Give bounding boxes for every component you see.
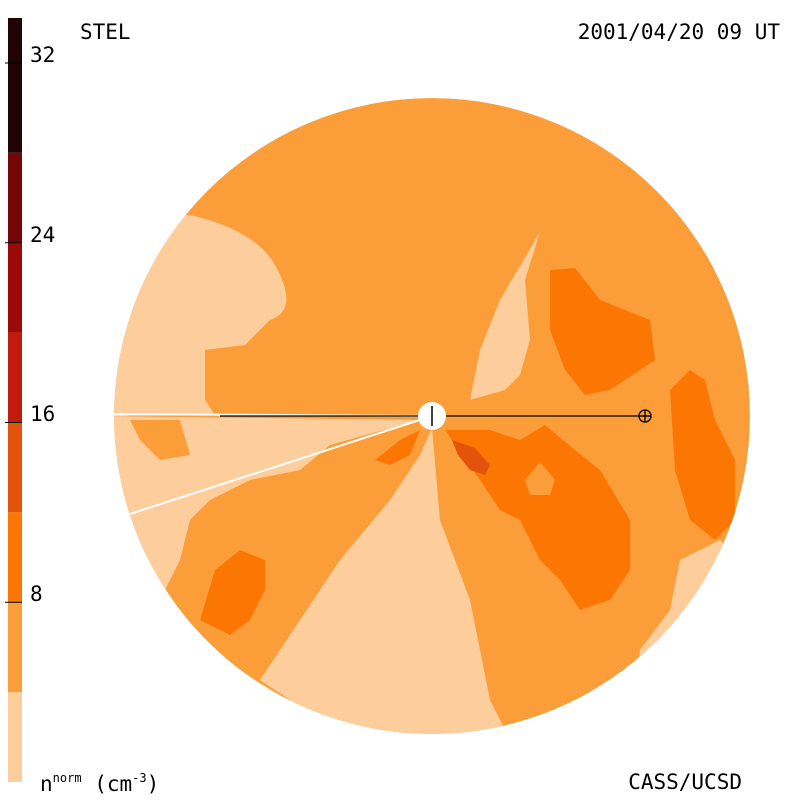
colorbar-tick-label: 16	[30, 402, 56, 427]
density-region-high-sw	[200, 550, 265, 635]
density-region-low-north-spike	[470, 232, 540, 400]
density-region-high-ne	[550, 268, 655, 395]
colorbar-level-6	[8, 152, 22, 243]
density-map	[114, 98, 750, 734]
density-region-high-se	[445, 425, 630, 610]
density-region-low-south	[260, 428, 510, 734]
colorbar-level-1	[8, 602, 22, 693]
density-region-peak	[452, 440, 490, 475]
colorbar-level-4	[8, 332, 22, 423]
colorbar	[8, 18, 22, 782]
density-region-mid-sw-patch	[130, 420, 190, 460]
density-region-high-center-west	[375, 430, 420, 465]
colorbar-unit-label: nnorm (cm-3)	[40, 771, 160, 796]
earth-marker	[638, 409, 652, 423]
colorbar-level-0	[8, 692, 22, 782]
colorbar-level-5	[8, 242, 22, 333]
colorbar-level-2	[8, 512, 22, 603]
colorbar-tick-label: 32	[30, 42, 56, 67]
instrument-label: STEL	[80, 20, 131, 44]
colorbar-level-7	[8, 18, 22, 153]
colorbar-tick-label: 8	[30, 582, 43, 607]
density-region-high-east	[670, 370, 735, 540]
timestamp-label: 2001/04/20 09 UT	[577, 20, 780, 44]
density-region-low-sw	[114, 416, 420, 620]
colorbar-ticks	[5, 62, 22, 603]
colorbar-tick-label: 24	[30, 222, 56, 247]
density-region-hole-se	[525, 462, 555, 495]
credit-label: CASS/UCSD	[628, 770, 742, 794]
colorbar-level-3	[8, 422, 22, 513]
data-gap-line-sw	[129, 415, 433, 515]
